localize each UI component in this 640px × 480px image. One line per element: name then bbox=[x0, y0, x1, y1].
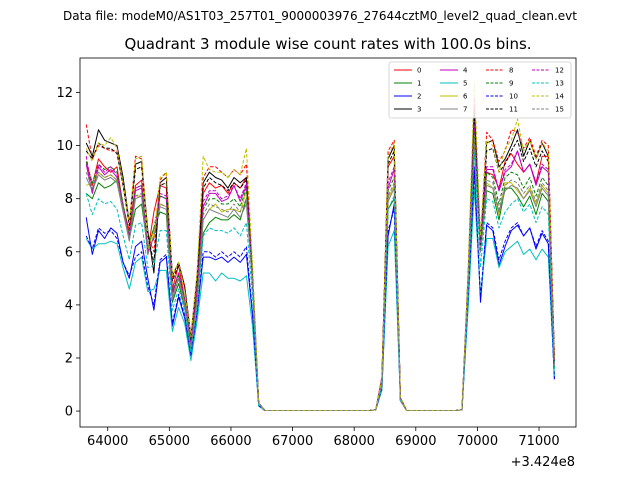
legend-label-5: 5 bbox=[463, 80, 467, 88]
x-tick-label: 66000 bbox=[210, 434, 251, 449]
legend-label-10: 10 bbox=[509, 93, 518, 101]
legend-label-13: 13 bbox=[555, 80, 564, 88]
y-tick-label: 4 bbox=[65, 298, 73, 313]
legend-label-14: 14 bbox=[555, 93, 564, 101]
y-tick-label: 2 bbox=[65, 351, 73, 366]
x-tick-label: 67000 bbox=[272, 434, 313, 449]
x-tick-label: 68000 bbox=[334, 434, 375, 449]
x-tick-label: 65000 bbox=[149, 434, 190, 449]
x-tick-label: 70000 bbox=[457, 434, 498, 449]
series-group bbox=[85, 81, 555, 411]
x-axis: 64000 65000 66000 67000 68000 69000 70000 71000 bbox=[87, 427, 560, 449]
legend-label-9: 9 bbox=[509, 80, 513, 88]
x-offset-label: +3.424e8 bbox=[511, 455, 575, 470]
y-tick-label: 10 bbox=[56, 139, 73, 154]
legend-label-0: 0 bbox=[417, 67, 421, 75]
legend-label-12: 12 bbox=[555, 67, 564, 75]
chart-suptitle: Data file: modeM0/AS1T03_257T01_90000039… bbox=[63, 9, 577, 23]
legend-label-15: 15 bbox=[555, 106, 564, 114]
legend-label-7: 7 bbox=[463, 106, 467, 114]
series-line-14 bbox=[85, 81, 555, 411]
series-line-15 bbox=[85, 134, 555, 411]
x-tick-label: 69000 bbox=[395, 434, 436, 449]
legend-label-1: 1 bbox=[417, 80, 421, 88]
y-axis: 0 2 4 6 8 10 12 bbox=[56, 86, 80, 420]
chart-title: Quadrant 3 module wise count rates with … bbox=[124, 35, 531, 53]
legend-label-11: 11 bbox=[509, 106, 518, 114]
plot-frame bbox=[79, 57, 577, 428]
y-tick-label: 8 bbox=[65, 192, 73, 207]
x-tick-label: 64000 bbox=[87, 434, 128, 449]
y-tick-label: 12 bbox=[56, 86, 73, 101]
legend-label-6: 6 bbox=[463, 93, 468, 101]
legend-box bbox=[388, 61, 572, 119]
y-tick-label: 0 bbox=[65, 405, 73, 420]
plot-area bbox=[79, 57, 577, 428]
legend-label-2: 2 bbox=[417, 93, 421, 101]
legend-label-3: 3 bbox=[417, 106, 421, 114]
y-tick-label: 6 bbox=[65, 245, 73, 260]
x-tick-label: 71000 bbox=[518, 434, 559, 449]
legend-label-4: 4 bbox=[463, 67, 468, 75]
legend-label-8: 8 bbox=[509, 67, 513, 75]
